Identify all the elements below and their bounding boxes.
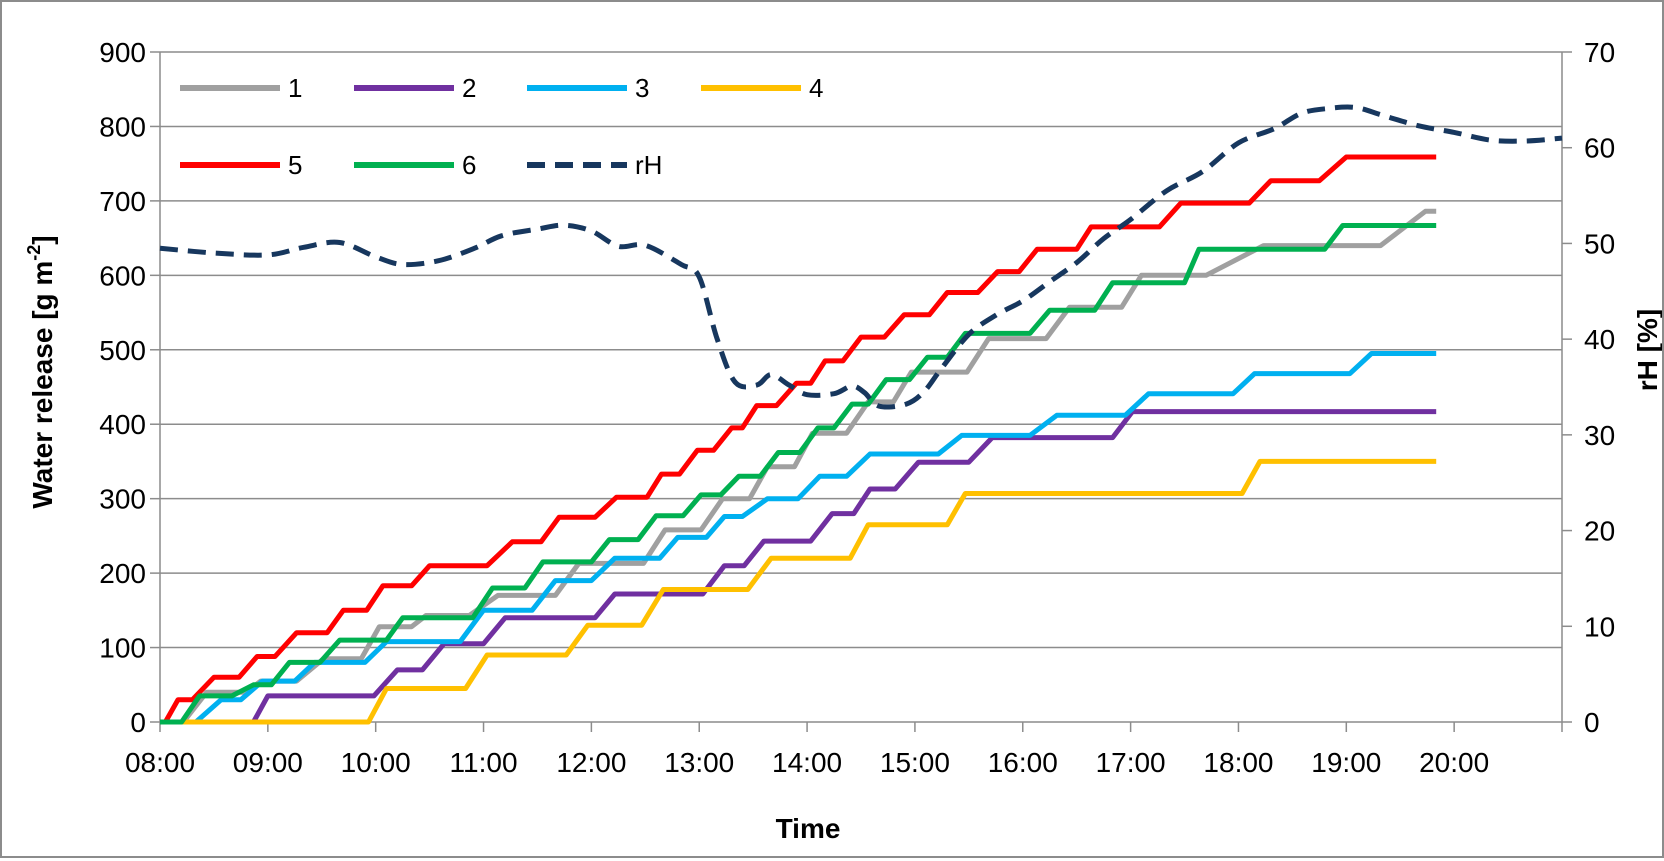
x-tick-label: 19:00 xyxy=(1311,747,1381,778)
y2-tick-label: 0 xyxy=(1584,707,1600,738)
legend-label: 1 xyxy=(288,73,302,103)
y-tick-label: 100 xyxy=(99,633,146,664)
y2-tick-label: 40 xyxy=(1584,324,1615,355)
y-tick-label: 900 xyxy=(99,37,146,68)
legend-label: 4 xyxy=(809,73,823,103)
grid-lines xyxy=(160,51,1562,649)
x-tick-label: 08:00 xyxy=(125,747,195,778)
y2-tick-label: 20 xyxy=(1584,516,1615,547)
series-line-2 xyxy=(160,409,1437,725)
axes xyxy=(150,51,1572,732)
series-line-3 xyxy=(160,351,1437,725)
legend-label: 6 xyxy=(462,150,476,180)
legend-item-rH: rH xyxy=(527,150,662,180)
y2-tick-label: 50 xyxy=(1584,228,1615,259)
y-tick-label: 200 xyxy=(99,558,146,589)
y-axis-title: Water release [g m-2] xyxy=(24,235,58,508)
legend-item-2: 2 xyxy=(354,73,476,103)
x-tick-label: 12:00 xyxy=(556,747,626,778)
x-tick-label: 15:00 xyxy=(880,747,950,778)
y-tick-label: 400 xyxy=(99,409,146,440)
legend-item-5: 5 xyxy=(180,150,302,180)
x-tick-label: 10:00 xyxy=(341,747,411,778)
legend-item-1: 1 xyxy=(180,73,302,103)
y-tick-label: 500 xyxy=(99,335,146,366)
y2-axis-title: rH [%] xyxy=(1632,309,1662,391)
y-axis-title-sup: -2 xyxy=(24,245,44,261)
y-axis-title-text: Water release [g m xyxy=(27,261,58,509)
legend-item-3: 3 xyxy=(527,73,649,103)
tick-labels: 0 100 200 300 400 500 600 700 800 900 0 10 20 30 40 50 6… xyxy=(99,37,1615,778)
x-tick-label: 11:00 xyxy=(450,747,518,778)
legend: 1 2 3 4 5 6 rH xyxy=(180,73,823,180)
y-tick-label: 300 xyxy=(99,484,146,515)
legend-label: rH xyxy=(635,150,662,180)
series-line-6 xyxy=(160,223,1437,725)
x-tick-label: 14:00 xyxy=(772,747,842,778)
x-tick-label: 17:00 xyxy=(1096,747,1166,778)
x-tick-label: 18:00 xyxy=(1203,747,1273,778)
legend-item-6: 6 xyxy=(354,150,476,180)
series-line-4 xyxy=(160,458,1437,725)
x-tick-label: 20:00 xyxy=(1419,747,1489,778)
y-tick-label: 800 xyxy=(99,111,146,142)
y2-tick-label: 70 xyxy=(1584,37,1615,68)
y-tick-label: 600 xyxy=(99,260,146,291)
y-axis-title-end: ] xyxy=(27,235,58,244)
y-tick-label: 700 xyxy=(99,186,146,217)
y2-tick-label: 10 xyxy=(1584,611,1615,642)
series-line-rH xyxy=(159,104,1563,410)
legend-item-4: 4 xyxy=(701,73,823,103)
x-tick-label: 09:00 xyxy=(233,747,303,778)
data-series xyxy=(159,104,1563,725)
x-tick-label: 16:00 xyxy=(988,747,1058,778)
legend-label: 3 xyxy=(635,73,649,103)
y-tick-label: 0 xyxy=(130,707,146,738)
legend-label: 5 xyxy=(288,150,302,180)
y2-tick-label: 60 xyxy=(1584,133,1615,164)
x-tick-label: 13:00 xyxy=(664,747,734,778)
series-line-1 xyxy=(160,208,1437,725)
x-axis-title: Time xyxy=(776,813,841,844)
legend-label: 2 xyxy=(462,73,476,103)
series-line-5 xyxy=(160,154,1437,725)
y2-tick-label: 30 xyxy=(1584,420,1615,451)
